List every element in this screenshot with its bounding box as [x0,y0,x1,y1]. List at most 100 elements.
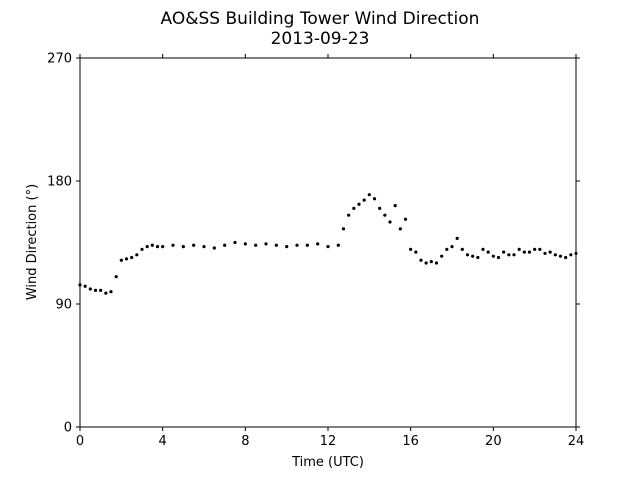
data-point [135,253,139,257]
data-point [496,255,501,260]
data-point [465,253,470,257]
data-point [558,254,563,258]
data-point [424,261,428,265]
data-point [507,253,511,257]
data-point [445,247,449,251]
data-point [192,243,196,247]
data-point [78,283,82,287]
data-point [460,247,464,251]
data-point [285,245,289,249]
data-point [471,254,475,258]
data-point [569,253,573,257]
data-point [150,243,154,247]
data-point [305,243,309,247]
data-point [124,257,129,261]
data-point [119,258,123,262]
data-point [161,245,165,249]
x-axis-label: Time (UTC) [291,455,364,470]
data-point [264,242,268,246]
data-point [502,250,506,254]
data-point [517,247,521,251]
data-point [202,245,206,249]
data-point [378,206,382,210]
data-point [326,245,330,249]
y-axis-label: Wind Direction (°) [25,184,40,300]
data-point [233,240,237,245]
data-point [564,255,568,260]
chart-subtitle: 2013-09-23 [271,29,370,49]
data-point [527,250,532,254]
data-point [83,284,87,288]
data-point [393,204,397,208]
data-point [362,198,366,202]
data-point [109,290,113,294]
data-point [99,288,103,292]
data-point [434,261,439,265]
data-point [145,245,149,249]
data-point [419,258,423,262]
data-point [486,250,490,254]
data-point [171,243,175,247]
data-point [409,247,413,251]
data-point [543,251,547,256]
x-tick-label: 16 [402,434,419,449]
x-tick-label: 0 [76,434,84,449]
y-tick-label: 90 [55,298,72,313]
data-point [512,253,516,257]
data-point [481,247,485,251]
y-tick-label: 0 [64,421,72,436]
x-tick-label: 20 [485,434,502,449]
y-tick-label: 180 [47,175,72,190]
data-point [295,243,299,247]
data-point [223,243,227,247]
data-point [574,251,578,256]
plot-frame [79,57,577,428]
x-tick-label: 24 [568,434,585,449]
data-point [357,202,361,206]
data-point [367,193,371,197]
data-point [140,247,144,251]
x-tick-label: 12 [320,434,337,449]
data-point [476,255,480,260]
data-point [347,213,351,217]
data-point [383,213,387,217]
y-axis-ticks: 0 90 180 270 [47,52,580,436]
data-point [538,247,542,251]
data-point [254,243,258,247]
data-point [450,245,454,249]
data-point [553,253,557,257]
data-point [548,250,552,254]
data-point [341,227,346,231]
data-points [78,193,578,295]
data-point [212,246,216,250]
x-tick-label: 4 [159,434,167,449]
chart-title: AO&SS Building Tower Wind Direction [161,9,480,29]
data-point [414,250,418,254]
data-point [274,243,278,247]
x-axis-ticks: 0 4 8 12 16 20 24 [76,54,584,449]
x-tick-label: 8 [241,434,249,449]
data-point [403,217,408,221]
data-point [155,245,160,249]
data-point [181,245,185,249]
data-point [455,236,459,240]
data-point [114,275,118,279]
data-point [336,243,340,247]
data-point [93,288,98,292]
data-point [398,227,402,231]
data-point [104,291,108,295]
data-point [243,242,247,246]
data-point [533,247,537,251]
data-point [388,220,392,224]
data-point [352,206,356,210]
data-point [491,254,495,258]
data-point [88,287,92,291]
y-tick-label: 270 [47,52,72,67]
data-point [440,254,444,258]
data-point [522,250,526,254]
data-point [429,260,433,264]
data-point [316,242,320,246]
data-point [130,255,134,260]
data-point [372,197,377,201]
